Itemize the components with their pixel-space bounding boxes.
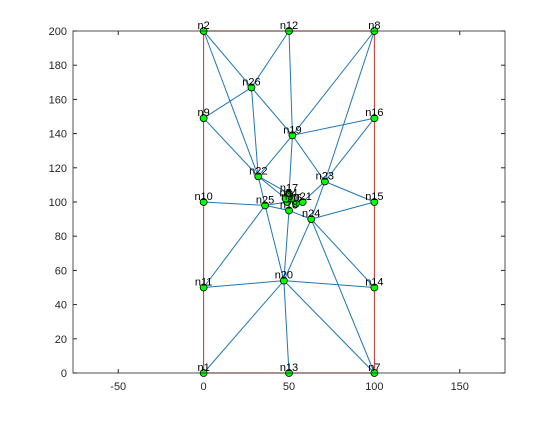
node-label: n20 (275, 270, 293, 282)
edge (203, 30, 252, 88)
edge (251, 87, 293, 136)
node-label: n10 (194, 191, 212, 203)
node-label: n22 (249, 165, 267, 177)
edge (292, 117, 375, 136)
edge (203, 117, 259, 177)
edge (203, 87, 252, 119)
node-label: n24 (302, 208, 320, 220)
node (247, 83, 256, 92)
node-label: n15 (365, 191, 383, 203)
node-label: n11 (195, 277, 213, 289)
node (199, 114, 208, 123)
x-tick-label: -50 (110, 381, 126, 393)
node (320, 177, 329, 186)
x-tick-label: 50 (283, 381, 295, 393)
node-label: n23 (316, 170, 334, 182)
y-tick-label: 80 (55, 231, 67, 243)
node-label: n17 (280, 182, 298, 194)
node-label: n16 (365, 107, 383, 119)
y-tick-label: 160 (49, 94, 67, 106)
edge (288, 135, 293, 194)
edge (203, 205, 266, 288)
edge (264, 205, 285, 281)
edge (203, 201, 266, 206)
node-label: n12 (280, 20, 298, 32)
edge (257, 176, 266, 206)
node (370, 283, 379, 292)
node-label: n7 (368, 362, 380, 374)
node-label: n9 (197, 107, 209, 119)
edge (283, 280, 375, 374)
y-tick-label: 60 (55, 265, 67, 277)
edge (302, 181, 326, 203)
node (370, 198, 379, 206)
node-label: n19 (283, 124, 301, 136)
node (199, 283, 208, 292)
edge (310, 218, 375, 288)
edge (264, 204, 290, 212)
edge (203, 30, 259, 177)
node (261, 201, 269, 210)
y-tick-label: 140 (49, 129, 67, 141)
edge (203, 280, 285, 374)
node-label: n8 (368, 20, 380, 32)
edge (310, 181, 326, 220)
edge (283, 210, 290, 281)
edge (324, 117, 375, 182)
edge (258, 175, 290, 194)
node-label: n25 (256, 194, 274, 206)
axes-box (72, 30, 506, 374)
y-tick-label: 180 (49, 60, 67, 72)
node-label: n1 (197, 362, 209, 374)
node (288, 131, 297, 140)
node-label: n18 (280, 200, 298, 212)
edge (311, 201, 375, 220)
node-label: n6 (290, 193, 302, 205)
y-tick-label: 0 (61, 368, 67, 380)
edge (292, 135, 326, 182)
x-tick-label: 150 (451, 381, 469, 393)
node (370, 114, 379, 123)
node-label: n5 (279, 188, 291, 200)
node-label: n21 (293, 191, 311, 203)
node-label: n14 (365, 277, 383, 289)
node (254, 172, 263, 181)
edge (283, 280, 375, 288)
edge (251, 30, 290, 88)
x-tick-label: 0 (201, 381, 207, 393)
edge (283, 218, 312, 281)
y-tick-label: 120 (49, 163, 67, 175)
edge (324, 30, 375, 182)
edge (288, 210, 312, 220)
edge (257, 175, 286, 199)
node-label: n4 (285, 188, 297, 200)
node (285, 206, 293, 215)
node-label: n2 (197, 20, 209, 32)
edge (288, 30, 293, 136)
edge (324, 181, 375, 203)
node (307, 215, 316, 224)
edge (310, 218, 375, 374)
x-tick-label: 100 (365, 381, 383, 393)
y-tick-label: 200 (49, 26, 67, 38)
node (298, 198, 307, 206)
node-label: n3 (281, 191, 293, 203)
edge (292, 30, 375, 136)
edge (203, 280, 284, 288)
node (199, 198, 208, 206)
y-tick-label: 20 (55, 334, 67, 346)
y-tick-label: 40 (55, 300, 67, 312)
node (285, 189, 293, 198)
edge (283, 280, 290, 374)
y-tick-label: 100 (49, 197, 67, 209)
node-label: n26 (242, 76, 260, 88)
node-label: n13 (280, 362, 298, 374)
edge (257, 134, 293, 177)
node (279, 276, 288, 285)
edge (250, 87, 259, 177)
